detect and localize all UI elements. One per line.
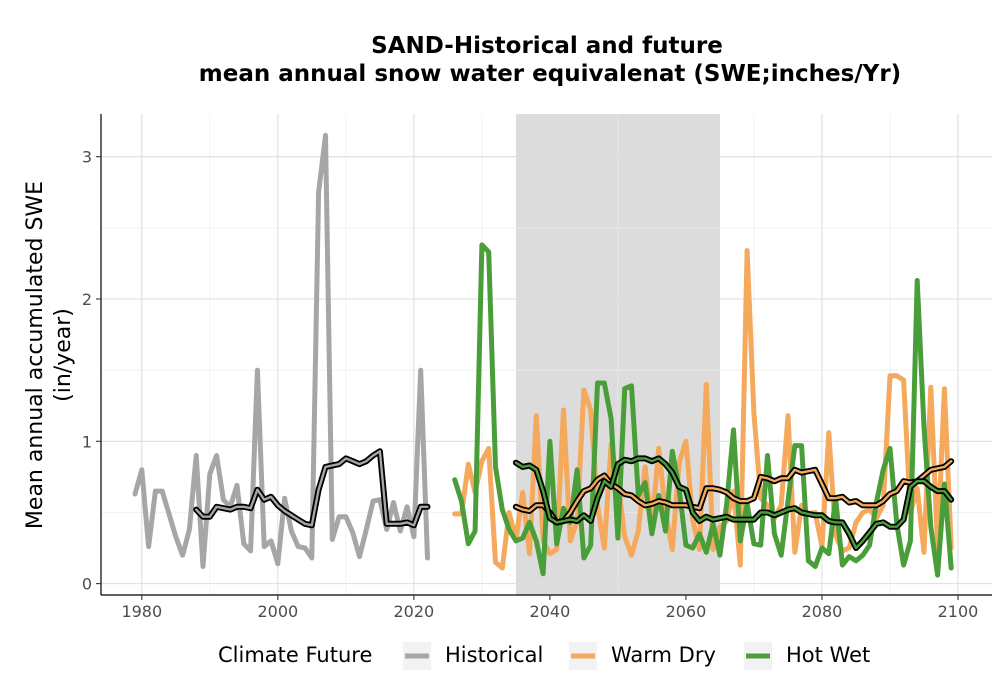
y-axis-title-line2: (in/year) [51,308,76,402]
smoothed-line-hot-wet [514,457,953,550]
series-layer [132,132,954,578]
x-tick-label: 2080 [802,602,843,621]
smoothed-line-historical [194,450,429,527]
smoothed-layer [193,448,955,551]
y-axis-title-line1: Mean annual accumulated SWE [23,181,48,529]
smoothed-line-warm-dry [514,460,953,524]
axis-layer: 1980 2000 2020 2040 2060 2080 2100 0 1 2 3 [82,114,992,621]
y-tick-label: 2 [82,290,92,309]
y-tick-label: 1 [82,432,92,451]
chart-title: SAND-Historical and future [371,33,723,59]
legend-label-hot-wet: Hot Wet [786,643,870,667]
legend-label-warm-dry: Warm Dry [611,643,716,667]
x-tick-label: 2100 [938,602,979,621]
x-tick-label: 2020 [394,602,435,621]
x-tick-label: 1980 [121,602,162,621]
x-tick-label: 2000 [257,602,298,621]
y-tick-label: 3 [82,148,92,167]
series-line-warm-dry [452,248,954,571]
x-tick-label: 2060 [666,602,707,621]
x-tick-label: 2040 [530,602,571,621]
legend-label-historical: Historical [445,643,543,667]
chart-subtitle: mean annual snow water equivalenat (SWE;… [199,61,901,87]
grid-layer [101,114,992,595]
y-tick-label: 0 [82,575,92,594]
series-line-historical [132,132,430,569]
legend-title: Climate Future [218,643,372,667]
legend: Climate Future Historical Warm Dry Hot Wet [218,642,870,670]
series-line-hot-wet [452,242,954,578]
